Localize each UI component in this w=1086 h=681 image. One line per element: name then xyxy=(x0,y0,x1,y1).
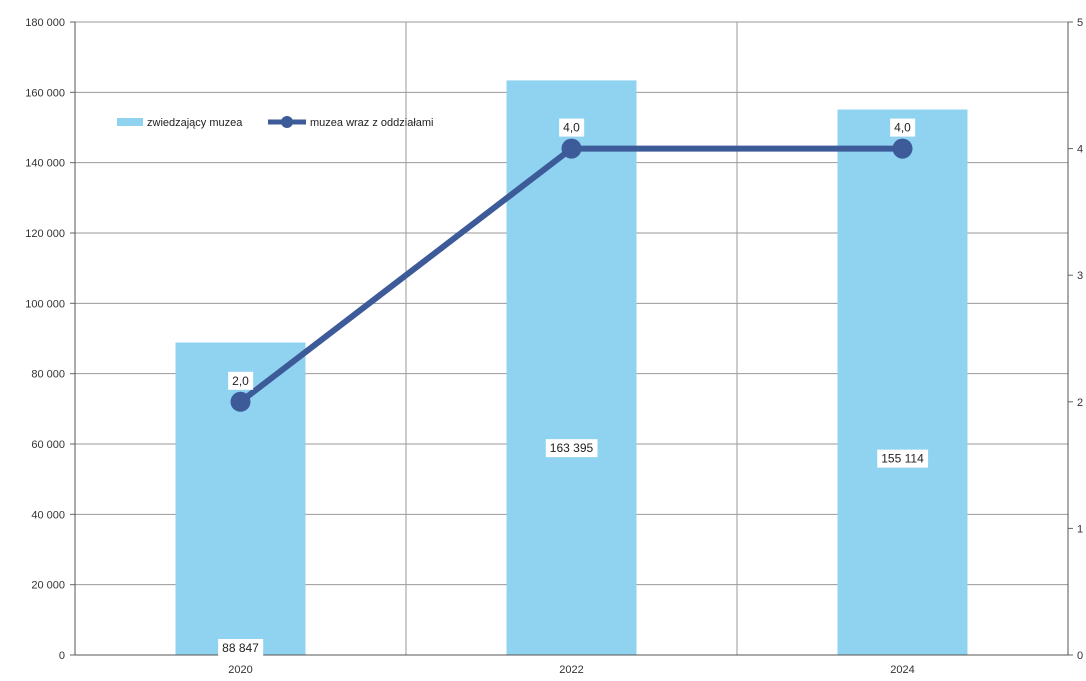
bar-value-label-bg xyxy=(877,449,929,468)
legend: zwiedzający muzea muzea wraz z oddziałami xyxy=(117,116,434,129)
y-left-tick-label: 40 000 xyxy=(31,509,65,521)
line-value-label-bg xyxy=(559,118,585,137)
line-value-label-bg xyxy=(228,371,254,390)
y-left-tick-label: 0 xyxy=(59,650,65,662)
bar-value-label: 163 395 xyxy=(545,439,598,458)
y-left-tick-label: 140 000 xyxy=(25,158,65,170)
line-point-2020 xyxy=(230,391,251,412)
legend-label-bar: zwiedzający muzea xyxy=(147,117,243,129)
bar-value-label: 88 847 xyxy=(218,639,264,657)
y-right-tick-label: 5 xyxy=(1077,17,1083,29)
bar-value-label: 155 114 xyxy=(877,449,929,468)
y-left-tick-label: 80 000 xyxy=(31,369,65,381)
line-point-2024 xyxy=(892,138,913,159)
bar-value-label-text: 155 114 xyxy=(881,452,924,466)
legend-label-line: muzea wraz z oddziałami xyxy=(310,117,434,129)
legend-swatch-bar xyxy=(117,118,143,126)
y-left-tick-label: 20 000 xyxy=(31,580,65,592)
x-tick-label: 2020 xyxy=(228,664,252,676)
y-left-tick-label: 180 000 xyxy=(25,17,65,29)
y-left-tick-label: 120 000 xyxy=(25,228,65,240)
bar-value-label-text: 88 847 xyxy=(222,641,259,655)
y-right-tick-label: 3 xyxy=(1077,270,1083,282)
data-labels: 88 847 163 395 155 114 2,0 4,0 4,0 xyxy=(218,118,929,657)
line-value-label-bg xyxy=(890,118,916,137)
line-value-label-text: 4,0 xyxy=(563,121,580,135)
y-left-tick-label: 60 000 xyxy=(31,439,65,451)
bar-2022 xyxy=(506,80,637,656)
bar-value-label-bg xyxy=(545,439,598,458)
y-left-tick-label: 100 000 xyxy=(25,298,65,310)
legend-marker-line xyxy=(281,116,293,128)
line-value-label: 2,0 xyxy=(228,371,254,390)
line-value-label-text: 4,0 xyxy=(894,121,911,135)
y-right-tick-label: 0 xyxy=(1077,650,1083,662)
line-value-label: 4,0 xyxy=(559,118,585,137)
bars xyxy=(175,80,968,656)
x-tick-label: 2022 xyxy=(559,664,583,676)
y-right-tick-label: 1 xyxy=(1077,523,1083,535)
y-left-tick-label: 160 000 xyxy=(25,87,65,99)
bar-2024 xyxy=(837,109,968,656)
line-point-2022 xyxy=(561,138,582,159)
x-tick-label: 2024 xyxy=(890,664,914,676)
y-right-tick-label: 2 xyxy=(1077,397,1083,409)
line-series xyxy=(230,138,913,412)
line-value-label: 4,0 xyxy=(890,118,916,137)
bar-value-label-text: 163 395 xyxy=(550,441,594,455)
bar-value-label-bg xyxy=(218,639,264,657)
line-value-label-text: 2,0 xyxy=(232,374,249,388)
y-right-tick-label: 4 xyxy=(1077,144,1083,156)
